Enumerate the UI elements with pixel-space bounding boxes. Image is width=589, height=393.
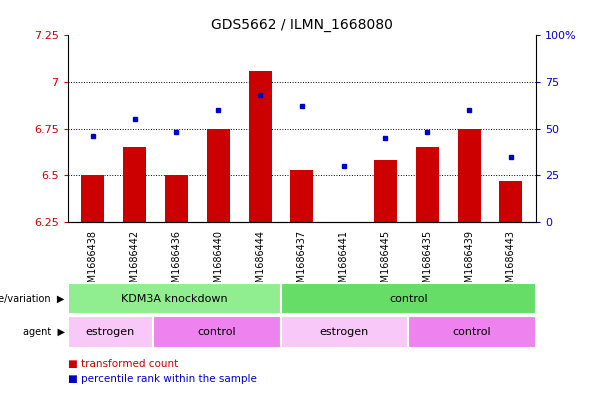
Bar bbox=[207, 129, 230, 222]
Bar bbox=[249, 71, 272, 222]
Bar bbox=[374, 160, 397, 222]
Bar bbox=[458, 129, 481, 222]
Text: control: control bbox=[389, 294, 428, 304]
Bar bbox=[280, 283, 536, 314]
Bar bbox=[416, 147, 439, 222]
Text: control: control bbox=[197, 327, 236, 337]
Title: GDS5662 / ILMN_1668080: GDS5662 / ILMN_1668080 bbox=[211, 18, 393, 31]
Bar bbox=[81, 175, 104, 222]
Text: ■ percentile rank within the sample: ■ percentile rank within the sample bbox=[68, 374, 257, 384]
Text: ■ transformed count: ■ transformed count bbox=[68, 358, 178, 369]
Text: agent  ▶: agent ▶ bbox=[23, 327, 65, 337]
Bar bbox=[280, 316, 408, 348]
Text: estrogen: estrogen bbox=[320, 327, 369, 337]
Bar bbox=[290, 170, 313, 222]
Bar bbox=[153, 316, 280, 348]
Bar bbox=[68, 283, 280, 314]
Bar bbox=[68, 316, 153, 348]
Text: control: control bbox=[453, 327, 491, 337]
Text: estrogen: estrogen bbox=[85, 327, 135, 337]
Bar bbox=[408, 316, 536, 348]
Text: genotype/variation  ▶: genotype/variation ▶ bbox=[0, 294, 65, 304]
Bar bbox=[499, 181, 522, 222]
Bar bbox=[165, 175, 188, 222]
Text: KDM3A knockdown: KDM3A knockdown bbox=[121, 294, 227, 304]
Bar bbox=[123, 147, 146, 222]
